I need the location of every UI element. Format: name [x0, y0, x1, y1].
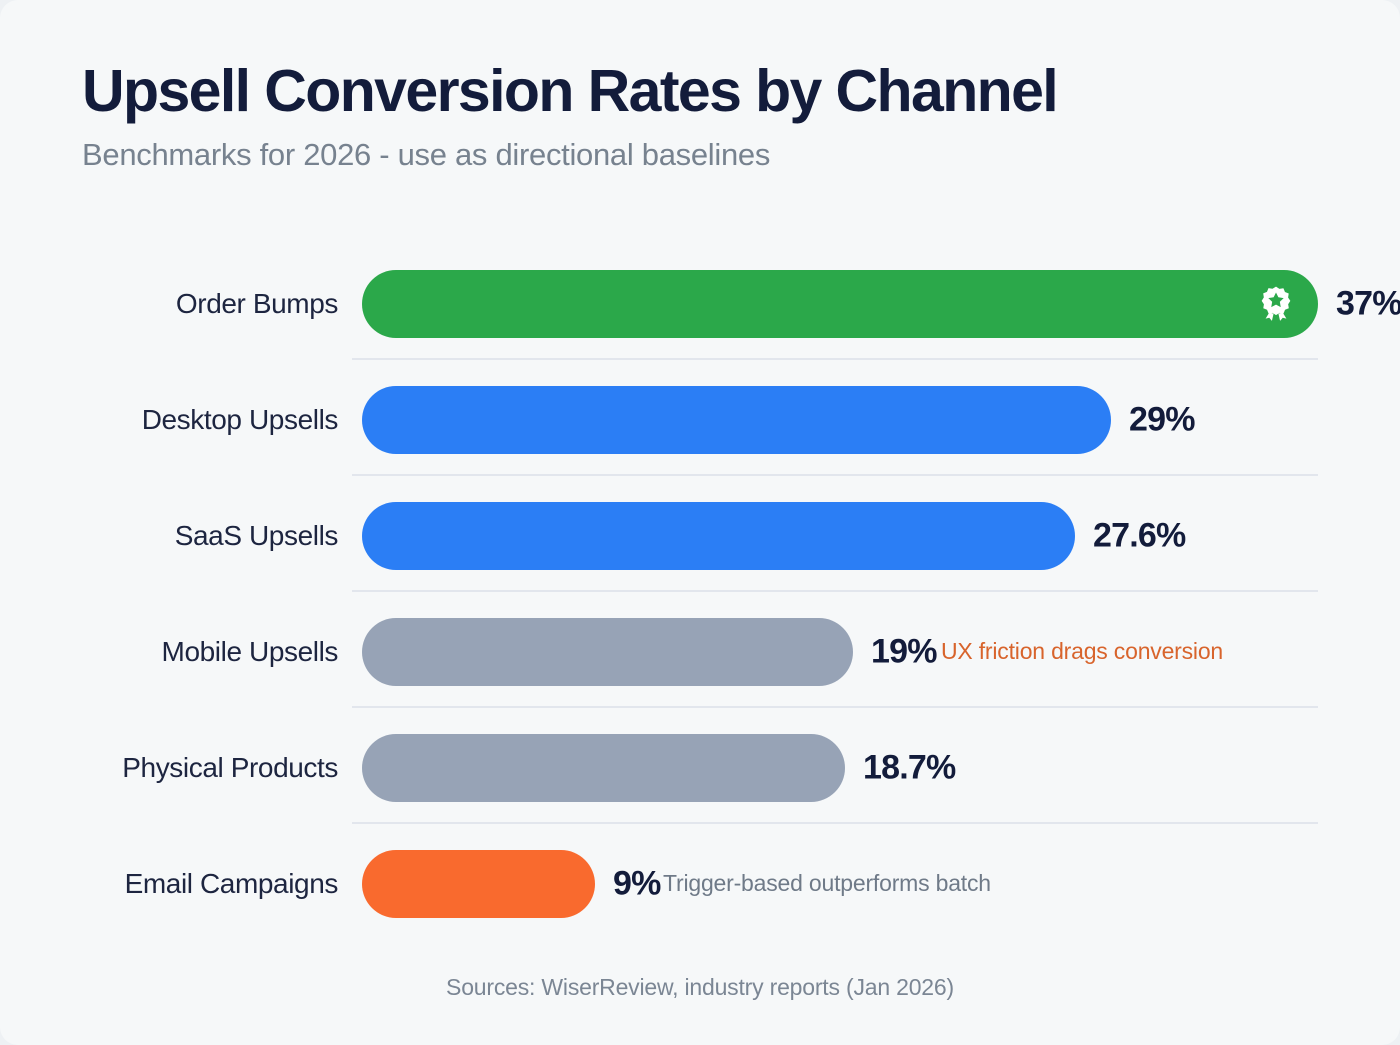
bar-track: 18.7%	[362, 734, 1318, 802]
bar-track: 9% Trigger-based outperforms batch	[362, 850, 1318, 918]
bar-value-label: 37%	[1336, 284, 1400, 323]
bar-category-label: Order Bumps	[175, 288, 339, 319]
chart-row: Desktop Upsells 29%	[0, 362, 1400, 478]
bar-value-label: 29%	[1129, 400, 1195, 439]
chart-subtitle: Benchmarks for 2026 - use as directional…	[82, 137, 771, 173]
bar-chart-plot: Order Bumps 37%Most underused formatDesk…	[0, 246, 1400, 946]
bar-category-label: Physical Products	[122, 752, 338, 783]
bar-value-label: 27.6%	[1093, 516, 1186, 555]
row-divider	[352, 822, 1318, 824]
page-title: Upsell Conversion Rates by Channel	[82, 58, 1059, 124]
chart-header: Upsell Conversion Rates by Channel Bench…	[82, 58, 1322, 173]
chart-row: Physical Products 18.7%	[0, 710, 1400, 826]
chart-sources: Sources: WiserReview, industry reports (…	[446, 974, 954, 1000]
bar[interactable]	[362, 386, 1111, 454]
bar[interactable]	[362, 618, 853, 686]
bar[interactable]	[362, 502, 1075, 570]
bar[interactable]	[362, 270, 1318, 338]
bar-category-label: Email Campaigns	[124, 868, 339, 899]
bar-track: 29%	[362, 386, 1318, 454]
bar[interactable]	[362, 734, 845, 802]
bar-category-label: Mobile Upsells	[161, 636, 339, 667]
chart-row: Order Bumps 37%Most underused format	[0, 246, 1400, 362]
chart-row: SaaS Upsells 27.6%	[0, 478, 1400, 594]
bar-track: 19% UX friction drags conversion	[362, 618, 1318, 686]
bar-value-label: 19%	[871, 632, 937, 671]
row-divider	[352, 358, 1318, 360]
bar-category-label: Desktop Upsells	[141, 404, 339, 435]
chart-row: Mobile Upsells 19% UX friction drags conve…	[0, 594, 1400, 710]
chart-row: Email Campaigns 9% Trigger-based outperfor…	[0, 826, 1400, 942]
row-divider	[352, 590, 1318, 592]
bar-value-label: 18.7%	[863, 748, 956, 787]
award-rosette-icon	[1256, 284, 1296, 324]
row-divider	[352, 706, 1318, 708]
bar-value-label: 9%	[613, 864, 661, 903]
bar-annotation: Trigger-based outperforms batch	[663, 870, 991, 897]
bar-track: 27.6%	[362, 502, 1318, 570]
row-divider	[352, 474, 1318, 476]
bar-category-label: SaaS Upsells	[174, 520, 339, 551]
bar-annotation: UX friction drags conversion	[941, 638, 1224, 665]
bar-track: 37%Most underused format	[362, 270, 1400, 338]
bar[interactable]	[362, 850, 595, 918]
